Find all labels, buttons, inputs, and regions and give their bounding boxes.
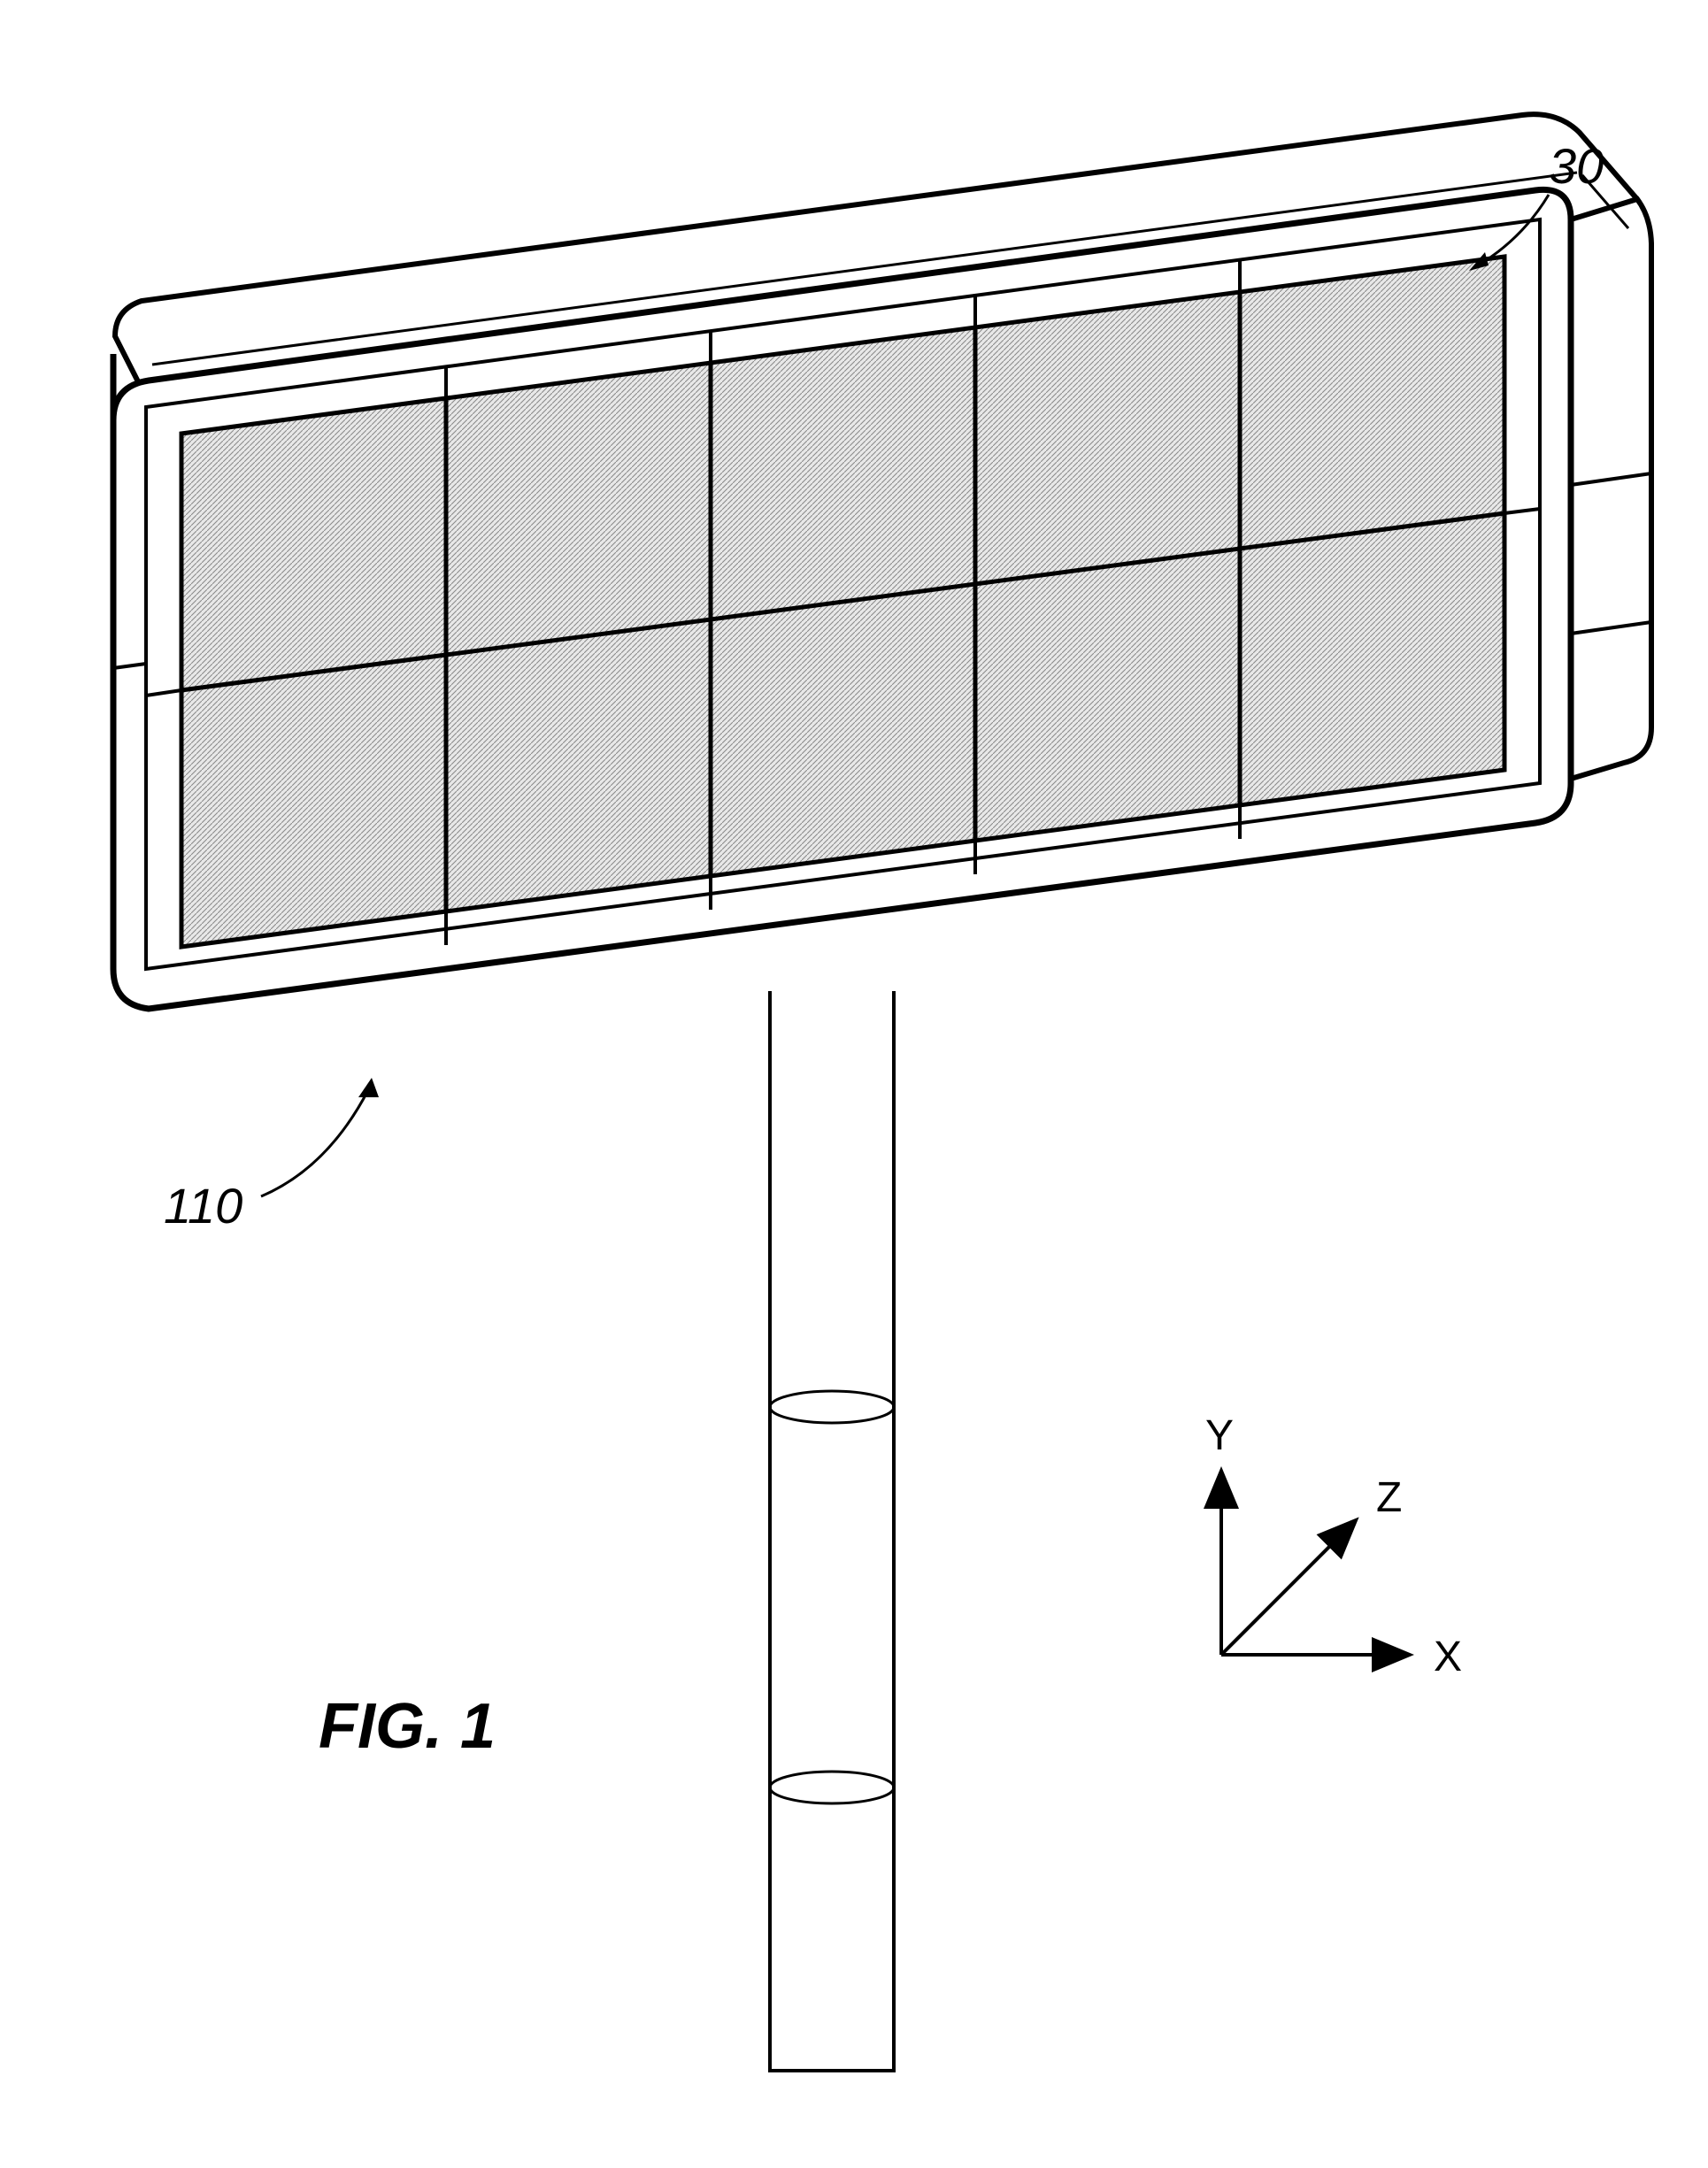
pole <box>770 991 894 2071</box>
billboard-display <box>113 114 1651 1009</box>
axis-y-label: Y <box>1205 1411 1234 1460</box>
patent-figure: FIG. 1 30 110 X Y Z <box>0 0 1708 2164</box>
axis-x-label: X <box>1434 1633 1462 1681</box>
ref-110-leader <box>261 1078 379 1196</box>
figure-title: FIG. 1 <box>319 1690 496 1763</box>
ref-label-30: 30 <box>1549 137 1604 195</box>
ref-label-110: 110 <box>164 1177 242 1234</box>
axis-z-label: Z <box>1376 1473 1402 1522</box>
figure-svg <box>0 0 1708 2164</box>
